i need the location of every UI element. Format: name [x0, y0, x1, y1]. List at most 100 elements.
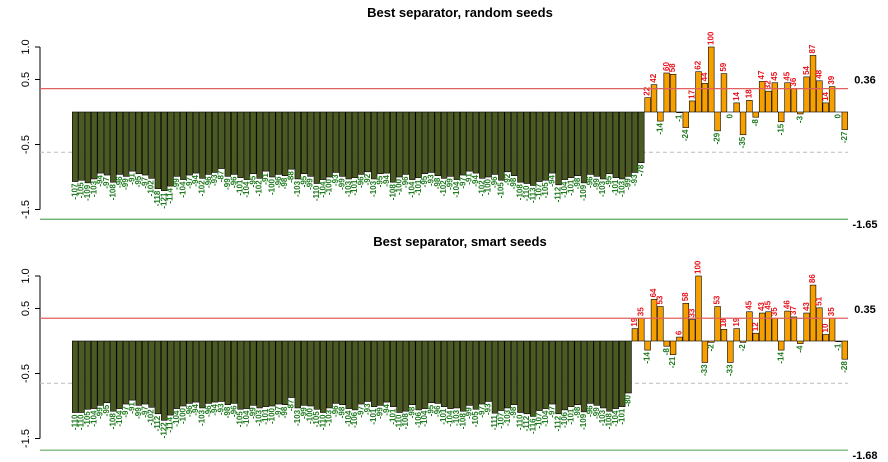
bar [708, 340, 715, 343]
value-label: -96 [185, 405, 194, 417]
value-label: -99 [223, 178, 232, 190]
value-label: -101 [388, 408, 397, 425]
bar [695, 275, 702, 342]
bar [332, 111, 340, 173]
value-label: 45 [764, 300, 773, 309]
bar [383, 111, 391, 174]
value-label: 100 [706, 31, 715, 45]
bar [72, 111, 79, 182]
bar [822, 334, 829, 342]
bar [415, 340, 422, 411]
bar [561, 340, 569, 411]
bar [498, 340, 505, 411]
bar [784, 310, 791, 342]
value-label: 44 [700, 72, 709, 81]
bar [676, 336, 683, 342]
bar [504, 340, 511, 409]
value-label: -96 [331, 405, 340, 417]
value-label: -95 [102, 404, 111, 416]
bar [695, 71, 702, 113]
value-label: -109 [579, 184, 588, 201]
bar [218, 111, 225, 169]
value-label: -95 [134, 175, 143, 187]
value-label: -1 [675, 114, 684, 122]
value-label: -94 [471, 175, 480, 187]
bar [517, 340, 524, 413]
value-label: -103 [293, 180, 302, 197]
bar [676, 111, 683, 113]
value-label: -100 [267, 407, 276, 424]
bar [529, 111, 537, 186]
value-label: -102 [439, 180, 448, 197]
bar [568, 111, 575, 178]
bar [326, 340, 333, 409]
value-label: -108 [516, 184, 525, 201]
value-label: -97 [357, 405, 366, 417]
value-label: -94 [210, 404, 219, 416]
y-tick-label: 1.0 [20, 268, 32, 283]
value-label: -103 [617, 180, 626, 197]
bar [205, 340, 212, 404]
value-label: -99 [446, 178, 455, 190]
value-label: -96 [229, 405, 238, 417]
bar [281, 111, 289, 177]
value-label: -110 [70, 414, 79, 430]
bar [688, 319, 696, 342]
bar [765, 311, 772, 342]
value-label: 53 [655, 295, 664, 304]
value-label: -99 [96, 407, 105, 419]
bar [396, 111, 403, 178]
bar [269, 340, 276, 407]
y-tick-label: 1.0 [20, 39, 32, 54]
bar [790, 88, 798, 113]
bar [231, 111, 238, 175]
bar [631, 111, 639, 173]
value-label: -112 [554, 415, 563, 431]
value-label: -108 [108, 184, 117, 201]
value-label: -96 [357, 176, 366, 188]
bar [758, 81, 766, 113]
bar [841, 340, 848, 360]
value-label: -91 [261, 173, 270, 185]
value-label: 10 [821, 323, 830, 332]
bar [816, 80, 823, 113]
value-label: -99 [592, 407, 601, 419]
bar [262, 111, 270, 172]
bar [549, 111, 556, 174]
bar [358, 111, 365, 175]
bar [555, 340, 562, 415]
bar [625, 340, 632, 394]
bar [364, 340, 371, 402]
value-label: -94 [191, 404, 200, 416]
value-label: 17 [687, 90, 696, 99]
value-label: 36 [789, 77, 798, 86]
value-label: -103 [293, 409, 302, 426]
value-label: -33 [725, 364, 734, 376]
bar [523, 340, 530, 415]
value-label: 43 [802, 302, 811, 311]
value-label: 22 [643, 86, 652, 95]
value-label: -29 [713, 132, 722, 144]
bar [434, 111, 441, 177]
value-label: -99 [624, 178, 633, 190]
threshold-label: 0.36 [854, 75, 875, 87]
value-label: -99 [299, 407, 308, 419]
value-label: -103 [198, 409, 207, 426]
bar [682, 111, 689, 128]
value-label: -108 [388, 184, 397, 201]
value-label: -103 [369, 180, 378, 197]
bar [300, 340, 308, 406]
bar [199, 111, 206, 179]
bar [587, 340, 594, 404]
value-label: -105 [236, 411, 245, 428]
bar [231, 340, 238, 404]
value-label: -21 [668, 356, 677, 368]
value-label: 62 [694, 60, 703, 69]
value-label: 54 [802, 65, 811, 74]
bar [619, 111, 626, 180]
value-label: 58 [668, 63, 677, 72]
bar [491, 340, 499, 414]
bar [739, 111, 747, 136]
bar [129, 340, 136, 401]
value-label: -95 [426, 404, 435, 416]
